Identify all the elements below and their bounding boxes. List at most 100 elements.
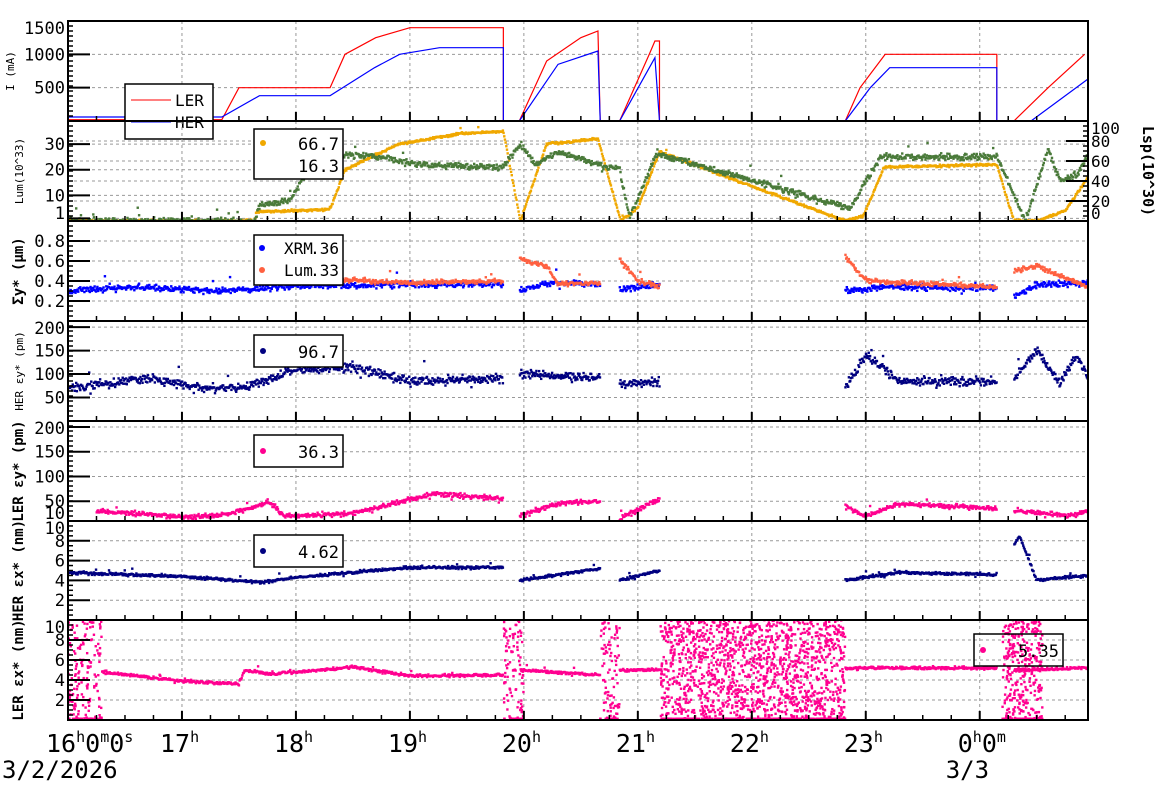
data-point: [1047, 148, 1049, 150]
data-point: [1027, 213, 1029, 215]
data-point: [463, 284, 465, 286]
data-point: [911, 279, 913, 281]
data-point: [890, 159, 892, 161]
data-point: [529, 155, 531, 157]
data-point: [641, 197, 643, 199]
data-point: [191, 215, 193, 217]
data-point: [901, 152, 903, 154]
data-point: [1005, 194, 1007, 196]
data-point: [984, 154, 986, 156]
data-point: [197, 217, 199, 219]
data-point: [923, 156, 925, 158]
data-point: [896, 154, 898, 156]
data-point: [647, 174, 649, 176]
data-point: [514, 193, 516, 195]
data-point: [599, 283, 601, 285]
data-point: [509, 165, 511, 167]
data-point: [1051, 157, 1053, 159]
data-point: [621, 181, 623, 183]
data-point: [375, 287, 377, 289]
data-point: [89, 286, 91, 288]
right-y-tick-label: 20: [1091, 192, 1110, 211]
data-point: [281, 198, 283, 200]
data-point: [485, 276, 487, 278]
data-point: [271, 288, 273, 290]
data-point: [1010, 189, 1012, 191]
data-point: [548, 267, 550, 269]
data-point: [749, 165, 751, 167]
data-point: [630, 213, 632, 215]
data-point: [921, 158, 923, 160]
right-y-tick-label: 100: [1091, 119, 1120, 138]
data-point: [639, 200, 641, 202]
data-point: [872, 167, 874, 169]
data-point: [138, 214, 140, 216]
data-point: [335, 286, 337, 288]
data-point: [502, 166, 504, 168]
data-point: [625, 203, 627, 205]
data-point: [861, 216, 863, 218]
data-point: [493, 164, 495, 166]
data-point: [1034, 281, 1036, 283]
data-point: [1023, 215, 1025, 217]
data-point: [354, 282, 356, 284]
data-point: [635, 202, 637, 204]
data-point: [297, 185, 299, 187]
data-point: [637, 197, 639, 199]
data-point: [506, 148, 508, 150]
data-point: [314, 286, 316, 288]
data-point: [247, 222, 249, 224]
data-point: [933, 158, 935, 160]
legend-label: LER: [175, 91, 204, 110]
data-point: [919, 280, 921, 282]
data-point: [568, 152, 570, 154]
data-point: [1020, 209, 1022, 211]
data-point: [886, 279, 888, 281]
data-point: [245, 222, 247, 224]
data-point: [264, 205, 266, 207]
data-point: [215, 287, 217, 289]
data-point: [836, 201, 838, 203]
data-point: [996, 154, 998, 156]
data-point: [517, 206, 519, 208]
data-point: [948, 153, 950, 155]
data-point: [389, 270, 391, 272]
data-point: [1044, 159, 1046, 161]
data-point: [390, 285, 392, 287]
data-point: [1006, 176, 1008, 178]
data-point: [860, 288, 862, 290]
data-point: [182, 291, 184, 293]
data-point: [1032, 199, 1034, 201]
data-point: [497, 283, 499, 285]
data-point: [962, 156, 964, 158]
data-point: [549, 285, 551, 287]
data-point: [89, 291, 91, 293]
data-point: [269, 290, 271, 292]
data-point: [915, 158, 917, 160]
series-line-HER: [68, 48, 1088, 121]
data-point: [651, 171, 653, 173]
data-point: [855, 267, 857, 269]
data-point: [216, 208, 218, 210]
data-point: [1029, 205, 1031, 207]
data-point: [903, 289, 905, 291]
data-point: [636, 199, 638, 201]
data-point: [1080, 169, 1082, 171]
data-point: [193, 291, 195, 293]
data-point: [416, 166, 418, 168]
data-point: [87, 287, 89, 289]
data-point: [416, 284, 418, 286]
data-point: [997, 167, 999, 169]
data-point: [542, 153, 544, 155]
data-point: [779, 186, 781, 188]
data-point: [104, 217, 106, 219]
data-point: [445, 168, 447, 170]
data-point: [947, 288, 949, 290]
data-point: [384, 283, 386, 285]
data-point: [601, 170, 603, 172]
data-point: [352, 154, 354, 156]
data-point: [439, 282, 441, 284]
data-point: [92, 213, 94, 215]
data-point: [1000, 165, 1002, 167]
